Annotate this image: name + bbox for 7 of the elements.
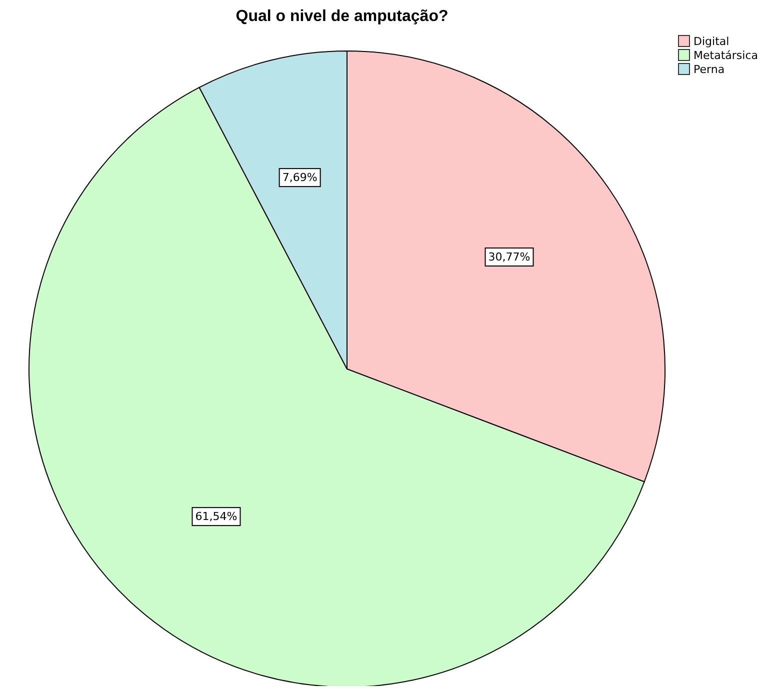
legend-label: Digital — [694, 34, 730, 48]
data-label: 30,77% — [488, 250, 530, 264]
data-label: 7,69% — [282, 171, 318, 184]
chart-title: Qual o nivel de amputação? — [234, 8, 450, 26]
legend-label: Metatársica — [694, 48, 758, 62]
data-label: 61,54% — [195, 510, 238, 524]
legend-label: Perna — [694, 62, 725, 76]
